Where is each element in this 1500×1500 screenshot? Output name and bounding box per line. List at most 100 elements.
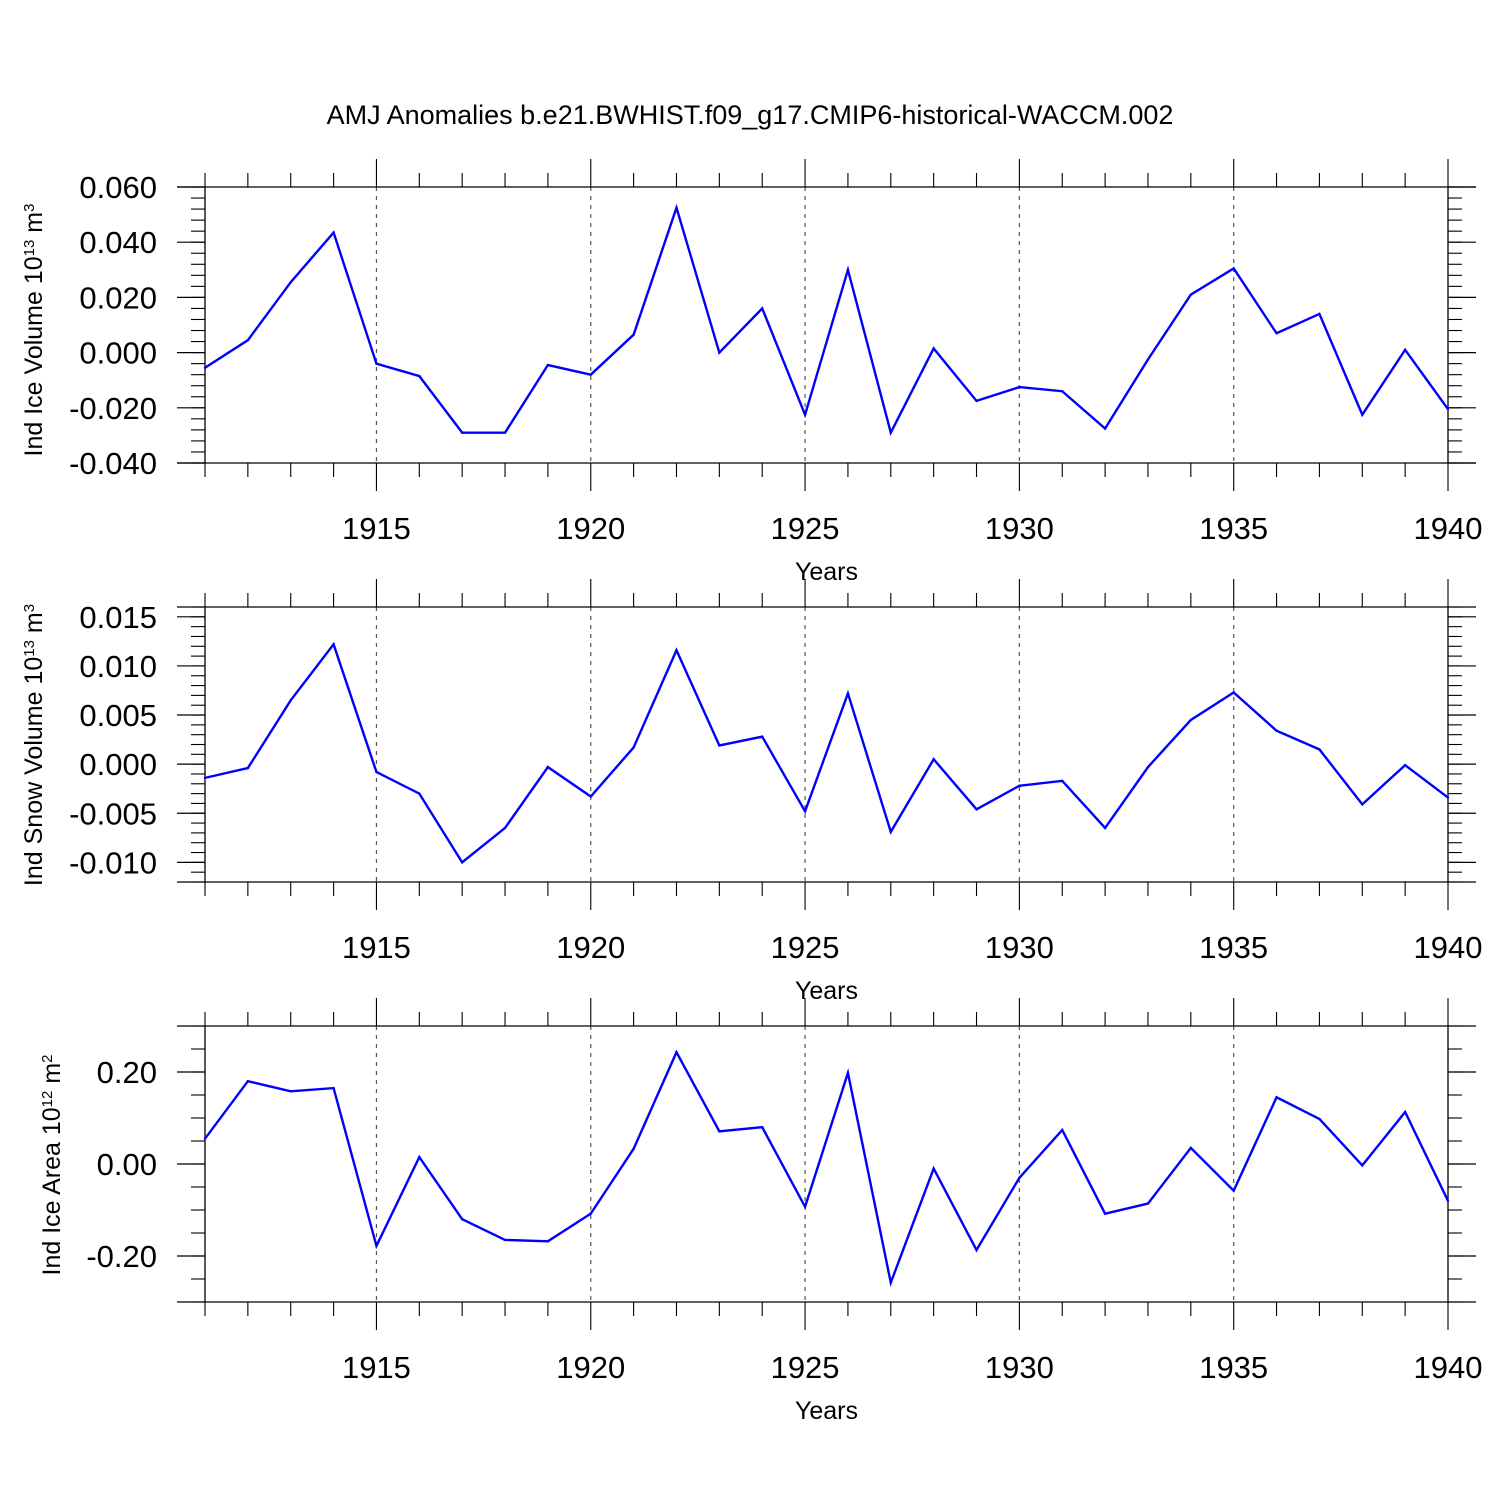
data-point-1931 xyxy=(1061,390,1064,393)
data-point-1931 xyxy=(1061,779,1064,783)
data-point-1928 xyxy=(932,758,935,761)
data-point-1938 xyxy=(1361,413,1364,416)
data-point-1919 xyxy=(546,1240,550,1243)
data-point-1935 xyxy=(1232,691,1235,694)
data-point-1916 xyxy=(418,1155,421,1159)
data-point-1923 xyxy=(718,351,721,354)
y-axis-title: Ind Snow Volume 1013 m3 xyxy=(20,604,48,886)
y-tick-label: 0.010 xyxy=(79,649,157,684)
data-point-1924 xyxy=(761,1126,764,1129)
data-point-1917 xyxy=(460,431,464,434)
series-line-1 xyxy=(204,203,1449,436)
data-point-1913 xyxy=(289,1090,292,1093)
y-axis-title-unit: m xyxy=(20,612,48,640)
chart-panel-3: -0.20 0.00 0.20 1915 1920 1925 1930 1935 1940 Yea… xyxy=(38,998,1482,1425)
data-point-1927 xyxy=(889,830,892,834)
data-point-1915 xyxy=(375,362,378,365)
data-point-1927 xyxy=(889,1281,892,1284)
data-point-1918 xyxy=(503,431,507,434)
data-point-1912 xyxy=(246,1080,250,1083)
data-point-1926 xyxy=(846,1071,850,1075)
y-axis-title-main: Ind Ice Volume 10 xyxy=(20,256,48,456)
data-point-1929 xyxy=(975,1248,978,1252)
data-point-1911 xyxy=(203,776,207,780)
data-point-1921 xyxy=(632,333,635,336)
x-tick-label: 1915 xyxy=(342,511,411,546)
x-tick-label: 1940 xyxy=(1414,930,1483,965)
y-axis-title-exponent: 12 xyxy=(39,1091,56,1108)
data-point-1921 xyxy=(632,746,635,749)
chart-panel-1: -0.040 -0.020 0.000 0.020 0.040 0.060 1915 1920… xyxy=(20,159,1482,586)
data-point-1929 xyxy=(975,399,978,403)
data-point-1914 xyxy=(332,1086,335,1090)
data-point-1937 xyxy=(1318,312,1321,316)
x-tick-label: 1930 xyxy=(985,930,1054,965)
y-axis-title-exponent: 13 xyxy=(21,640,38,657)
x-tick-label: 1940 xyxy=(1414,511,1483,546)
x-tick-label: 1940 xyxy=(1414,1350,1483,1385)
data-point-1916 xyxy=(418,792,421,795)
chart-panel-2: -0.010 -0.005 0.000 0.005 0.010 0.015 1915 1920… xyxy=(20,579,1482,1005)
data-point-1911 xyxy=(203,366,207,369)
data-point-1936 xyxy=(1275,332,1278,335)
data-point-1933 xyxy=(1146,765,1150,769)
data-point-1926 xyxy=(846,692,850,695)
data-point-1929 xyxy=(975,808,978,811)
y-tick-label: 0.20 xyxy=(97,1055,157,1090)
x-tick-label: 1935 xyxy=(1199,930,1268,965)
data-point-1915 xyxy=(375,770,378,774)
data-point-1925 xyxy=(803,413,807,416)
x-tick-label: 1920 xyxy=(556,930,625,965)
y-axis-title-unit: m xyxy=(38,1063,66,1091)
data-point-1912 xyxy=(246,766,250,770)
data-point-1940 xyxy=(1446,407,1450,411)
x-axis-title: Years xyxy=(795,558,858,586)
data-point-1917 xyxy=(460,1218,464,1221)
y-tick-label: 0.040 xyxy=(79,225,157,260)
data-point-1922 xyxy=(675,649,678,652)
x-tick-label: 1925 xyxy=(771,511,840,546)
y-axis-title-unit-exponent: 2 xyxy=(39,1055,56,1063)
data-point-1925 xyxy=(803,810,807,813)
data-point-1918 xyxy=(503,1238,507,1242)
y-tick-label: 0.005 xyxy=(79,698,157,733)
x-tick-label: 1930 xyxy=(985,511,1054,546)
data-point-1920 xyxy=(589,1212,592,1215)
data-point-1940 xyxy=(1446,1199,1450,1203)
data-point-1920 xyxy=(589,373,592,376)
y-tick-label: -0.005 xyxy=(69,796,157,831)
data-point-1938 xyxy=(1361,803,1364,806)
y-tick-label: 0.000 xyxy=(79,336,157,371)
data-point-1937 xyxy=(1318,748,1321,751)
y-tick-label: -0.020 xyxy=(69,391,157,426)
x-axis-title: Years xyxy=(795,977,858,1005)
data-point-1934 xyxy=(1189,718,1193,722)
data-point-1932 xyxy=(1103,1212,1107,1215)
y-axis-title-unit: m xyxy=(20,212,48,240)
y-axis-title-main: Ind Ice Area 10 xyxy=(38,1107,66,1275)
data-point-1933 xyxy=(1146,358,1150,361)
data-point-1933 xyxy=(1146,1202,1150,1205)
y-tick-label: -0.010 xyxy=(69,845,157,880)
data-point-1928 xyxy=(932,347,935,350)
data-point-1923 xyxy=(718,744,721,747)
data-point-1928 xyxy=(932,1167,935,1170)
data-point-1932 xyxy=(1103,826,1107,830)
data-point-1930 xyxy=(1018,1176,1021,1180)
y-tick-label: 0.00 xyxy=(97,1147,157,1182)
data-point-1936 xyxy=(1275,729,1278,732)
data-point-1913 xyxy=(289,699,292,702)
data-point-1932 xyxy=(1103,427,1107,430)
data-point-1915 xyxy=(375,1244,378,1248)
data-point-1930 xyxy=(1018,385,1021,389)
x-tick-label: 1915 xyxy=(342,930,411,965)
y-tick-label: 0.020 xyxy=(79,280,157,315)
data-point-1922 xyxy=(675,1051,678,1054)
panels: -0.040 -0.020 0.000 0.020 0.040 0.060 1915 1920… xyxy=(20,159,1482,1425)
y-axis-title: Ind Ice Volume 1013 m3 xyxy=(20,204,48,457)
data-point-1921 xyxy=(632,1147,635,1151)
data-point-1939 xyxy=(1403,348,1407,352)
series-line-3 xyxy=(204,1049,1450,1288)
x-tick-label: 1915 xyxy=(342,1350,411,1385)
